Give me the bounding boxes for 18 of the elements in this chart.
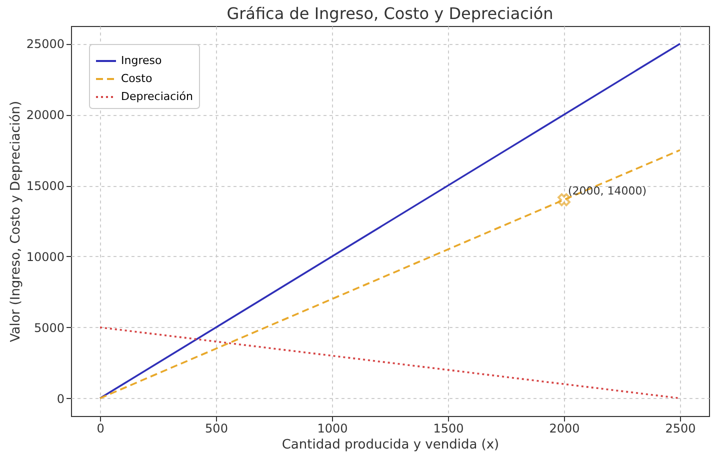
- x-axis-title: Cantidad producida y vendida (x): [282, 438, 500, 452]
- legend-label: Costo: [121, 72, 152, 85]
- y-tick-label: 5000: [34, 320, 64, 335]
- x-tick-label: 2500: [665, 422, 696, 436]
- x-tick-label: 1500: [433, 422, 464, 436]
- y-axis-title: Valor (Ingreso, Costo y Depreciación): [8, 100, 24, 342]
- x-tick-label: 0: [96, 422, 104, 436]
- x-tick-label: 1000: [317, 422, 348, 436]
- legend-label: Ingreso: [121, 54, 162, 67]
- y-tick-label: 0: [56, 392, 64, 406]
- y-tick-label: 25000: [26, 37, 64, 52]
- y-tick-label: 20000: [26, 108, 64, 122]
- chart-title: Gráfica de Ingreso, Costo y Depreciación: [226, 4, 554, 23]
- x-tick-label: 500: [205, 422, 228, 436]
- legend-label: Depreciación: [121, 90, 193, 103]
- x-tick-label: 2000: [549, 422, 580, 436]
- y-tick-label: 10000: [26, 250, 64, 264]
- y-tick-label: 15000: [26, 179, 64, 194]
